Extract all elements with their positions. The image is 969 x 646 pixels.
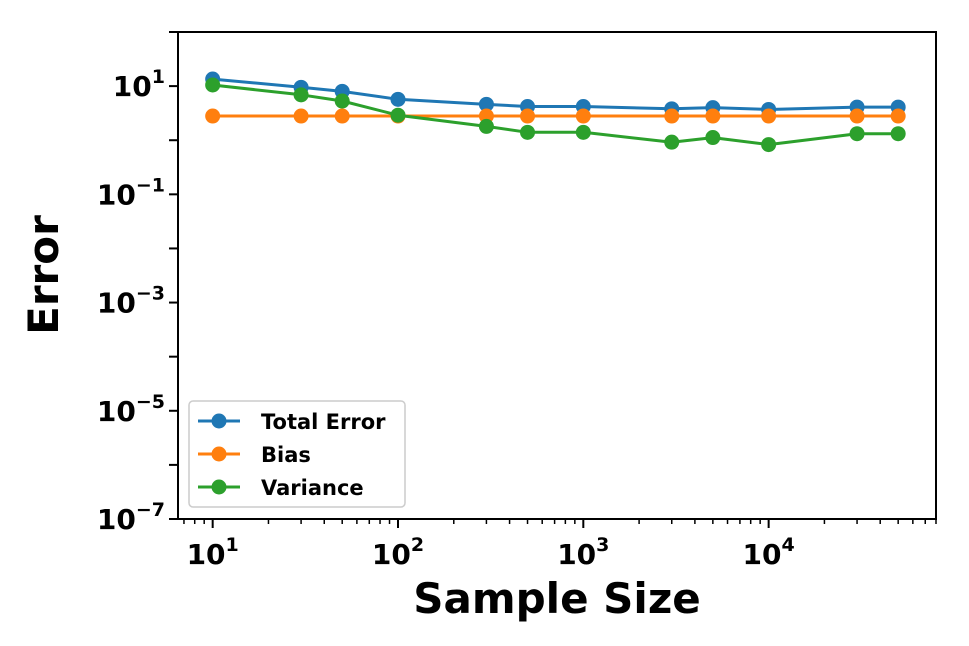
data-point — [520, 124, 536, 140]
legend-swatch-marker — [211, 446, 227, 462]
x-tick-label: 101 — [187, 534, 239, 571]
data-point — [293, 108, 309, 124]
axis-ticks: 101 102 103 104 101 10−1 10−3 10−5 10−7 — [97, 31, 937, 571]
data-point — [390, 107, 406, 123]
data-point — [390, 91, 406, 107]
plot-frame — [177, 31, 937, 520]
data-point — [575, 124, 591, 140]
data-point — [761, 137, 777, 153]
y-tick-label: 10−3 — [97, 283, 165, 320]
data-point — [478, 108, 494, 124]
legend-item: Total Error — [198, 410, 386, 434]
x-tick-label: 104 — [743, 534, 795, 571]
data-point — [575, 108, 591, 124]
data-point — [890, 108, 906, 124]
y-tick-label: 10−1 — [97, 174, 165, 211]
x-tick-label: 103 — [557, 534, 609, 571]
legend-box — [188, 400, 406, 508]
data-point — [849, 126, 865, 142]
y-tick-label: 10−5 — [97, 391, 165, 428]
data-point — [334, 93, 350, 109]
data-point — [334, 108, 350, 124]
x-axis-title: Sample Size — [413, 574, 701, 623]
y-tick-label: 101 — [113, 66, 165, 103]
x-tick-label: 102 — [372, 534, 424, 571]
data-point — [761, 108, 777, 124]
data-point — [705, 130, 721, 146]
legend-label: Total Error — [261, 410, 386, 434]
data-point — [520, 108, 536, 124]
series-variance — [205, 77, 906, 153]
y-axis-title: Error — [19, 215, 68, 335]
data-point — [705, 108, 721, 124]
data-point — [664, 108, 680, 124]
data-point — [205, 108, 221, 124]
data-point — [849, 108, 865, 124]
legend-swatch-marker — [211, 479, 227, 495]
data-point — [205, 77, 221, 93]
data-point — [664, 134, 680, 150]
legend-label: Bias — [261, 443, 311, 467]
data-point — [293, 87, 309, 103]
data-point — [890, 126, 906, 142]
legend-item: Bias — [198, 443, 311, 467]
plot-axes — [177, 31, 937, 520]
data-point — [478, 118, 494, 134]
legend-item: Variance — [198, 476, 364, 500]
series-total-error — [205, 71, 906, 117]
legend-swatch-marker — [211, 413, 227, 429]
legend: Total Error Bias Variance — [188, 400, 406, 508]
legend-label: Variance — [261, 476, 364, 500]
y-tick-label: 10−7 — [97, 499, 165, 536]
series-line — [212, 77, 899, 111]
series-bias — [205, 108, 906, 124]
plot-series — [205, 71, 906, 153]
data-point — [478, 96, 494, 112]
